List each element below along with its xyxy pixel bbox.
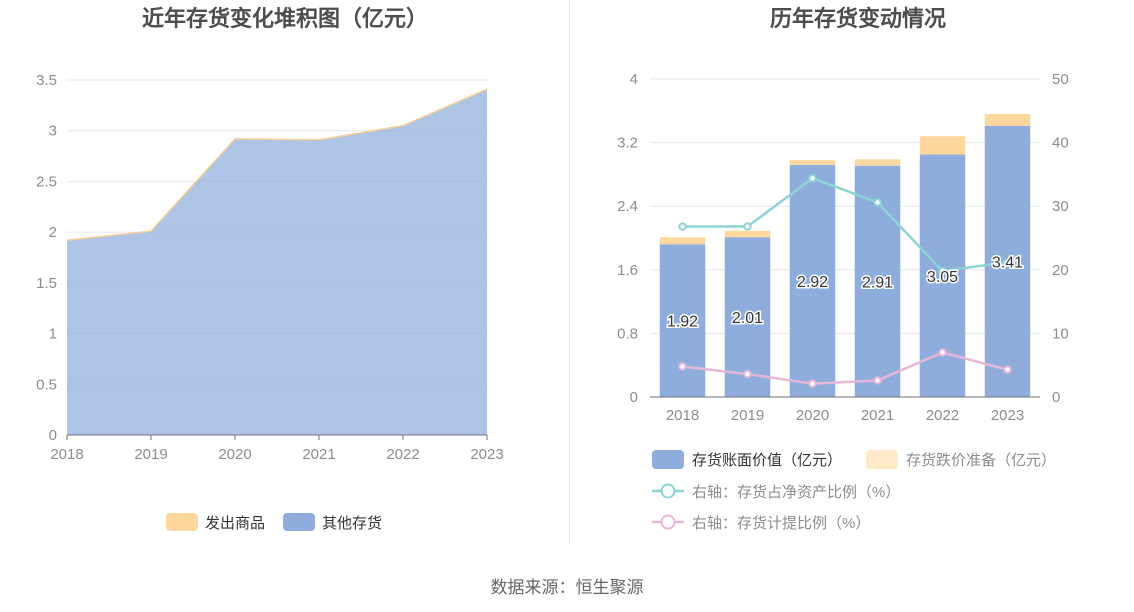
bar-存货跌价准备 — [854, 159, 901, 166]
legend-swatch — [652, 450, 684, 469]
legend-swatch — [283, 513, 315, 531]
line-存货计提比例 — [682, 351, 1008, 385]
chart-title: 历年存货变动情况 — [770, 6, 946, 31]
bar-value-label: 2.92 — [797, 274, 828, 291]
x-tick-label: 2023 — [470, 446, 503, 463]
legend-marker — [660, 483, 676, 499]
x-tick-label: 2021 — [861, 407, 894, 424]
bar-存货跌价准备 — [789, 160, 836, 165]
panel-divider — [569, 0, 570, 545]
bar-value-label: 1.92 — [667, 314, 698, 331]
point-存货占净资产比例 — [873, 198, 882, 207]
legend-swatch — [166, 513, 198, 531]
legend-label: 右轴：存货计提比例（%） — [692, 515, 870, 532]
bar-value-label: 2.91 — [862, 274, 893, 291]
y-left-tick-label: 3.2 — [617, 135, 638, 152]
bar-存货账面价值 — [789, 164, 836, 397]
bar-存货跌价准备 — [984, 113, 1031, 126]
bar-存货跌价准备 — [724, 230, 771, 238]
point-存货占净资产比例 — [1003, 257, 1012, 267]
y-tick-label: 1 — [49, 326, 57, 343]
point-存货占净资产比例 — [743, 222, 752, 231]
point-存货占净资产比例 — [678, 222, 687, 231]
bar-value-label: 2.01 — [732, 310, 763, 327]
x-tick-label: 2022 — [926, 407, 959, 424]
y-right-tick-label: 20 — [1052, 262, 1069, 279]
x-tick-label: 2018 — [666, 407, 699, 424]
point-存货计提比例 — [808, 379, 817, 388]
x-tick-label: 2018 — [50, 446, 83, 463]
legend-marker — [660, 514, 676, 530]
y-tick-label: 0.5 — [36, 376, 57, 393]
bar-存货账面价值 — [659, 244, 706, 397]
chart-title: 近年存货变化堆积图（亿元） — [142, 6, 428, 31]
y-left-tick-label: 2.4 — [617, 198, 638, 215]
x-tick-label: 2019 — [731, 407, 764, 424]
point-存货计提比例 — [743, 369, 752, 379]
area-其他存货 — [67, 89, 487, 435]
y-left-tick-label: 0.8 — [617, 325, 638, 342]
y-right-tick-label: 30 — [1052, 198, 1069, 215]
x-tick-label: 2020 — [796, 407, 829, 424]
point-存货占净资产比例 — [938, 266, 947, 276]
legend-label: 发出商品 — [205, 515, 265, 532]
bar-存货跌价准备 — [659, 237, 706, 245]
bar-value-label: 3.05 — [927, 269, 958, 286]
area-发出商品 — [66, 88, 488, 242]
y-left-tick-label: 1.6 — [617, 262, 638, 279]
y-tick-label: 0 — [49, 427, 57, 444]
legend-label: 存货账面价值（亿元） — [692, 452, 842, 469]
x-tick-label: 2019 — [134, 446, 167, 463]
y-tick-label: 3 — [49, 123, 57, 140]
y-right-tick-label: 50 — [1052, 71, 1069, 88]
x-tick-label: 2023 — [991, 407, 1024, 424]
point-存货占净资产比例 — [808, 174, 817, 183]
y-tick-label: 1.5 — [36, 275, 57, 292]
inventory-stacked-area-chart: 近年存货变化堆积图（亿元） 0 0.5 1 1.5 2 2.5 3 3.5 2018 2019 20… — [36, 6, 504, 532]
x-tick-label: 2020 — [218, 446, 251, 463]
line-存货占净资产比例 — [682, 176, 1008, 273]
legend-label: 右轴：存货占净资产比例（%） — [692, 484, 900, 501]
y-tick-label: 2 — [49, 224, 57, 241]
legend-label: 其他存货 — [322, 515, 382, 532]
data-source-note: 数据来源：恒生聚源 — [490, 578, 644, 597]
bar-value-label: 3.41 — [992, 254, 1023, 271]
y-left-tick-label: 0 — [630, 389, 638, 406]
legend-swatch — [866, 450, 898, 469]
y-right-tick-label: 10 — [1052, 325, 1069, 342]
y-right-tick-label: 0 — [1052, 389, 1060, 406]
point-存货计提比例 — [873, 376, 882, 385]
y-tick-label: 2.5 — [36, 173, 57, 190]
point-存货计提比例 — [1003, 365, 1012, 374]
y-right-tick-label: 40 — [1052, 135, 1069, 152]
bar-存货跌价准备 — [919, 136, 966, 155]
y-tick-label: 3.5 — [36, 72, 57, 89]
y-left-tick-label: 4 — [630, 71, 638, 88]
point-存货计提比例 — [938, 348, 947, 357]
x-tick-label: 2022 — [386, 446, 419, 463]
point-存货计提比例 — [678, 362, 687, 371]
x-tick-label: 2021 — [302, 446, 335, 463]
legend-label: 存货跌价准备（亿元） — [906, 452, 1056, 469]
